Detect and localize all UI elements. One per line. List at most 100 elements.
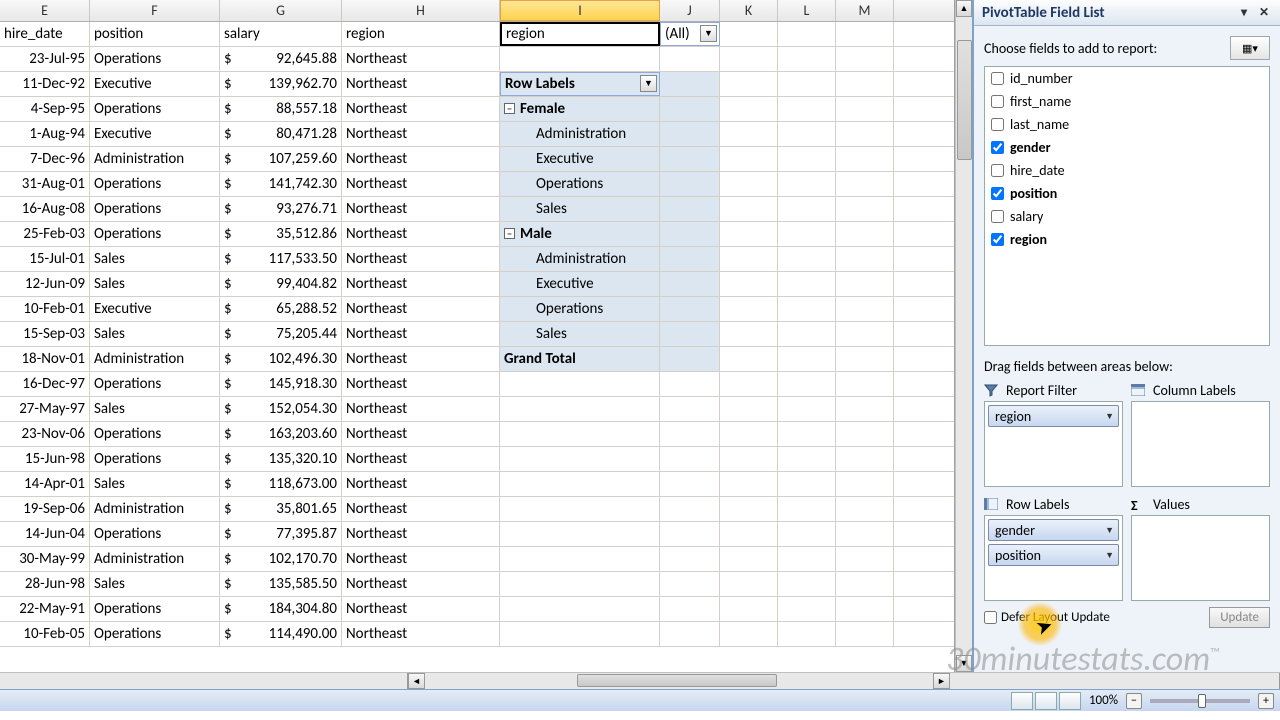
cell[interactable] [836,172,894,196]
cell-hire-date[interactable]: 10-Feb-01 [0,297,90,321]
cell-region[interactable]: Northeast [342,397,500,421]
cell[interactable] [660,272,720,296]
cell-salary[interactable]: $145,918.30 [220,372,342,396]
cell-hire-date[interactable]: 22-May-91 [0,597,90,621]
cell[interactable] [720,622,778,646]
cell-hire-date[interactable]: 15-Sep-03 [0,322,90,346]
cell[interactable] [720,47,778,71]
cell-region[interactable]: Northeast [342,122,500,146]
cell[interactable] [720,547,778,571]
cell[interactable] [660,297,720,321]
cell[interactable] [778,22,836,46]
cell-position[interactable]: Operations [90,222,220,246]
field-checkbox-salary[interactable] [991,210,1004,223]
cell-region[interactable]: Northeast [342,447,500,471]
cell[interactable] [720,97,778,121]
cell[interactable] [778,522,836,546]
pivot-item[interactable]: Administration [500,122,660,146]
cell-position[interactable]: Executive [90,72,220,96]
pivot-group-female[interactable]: −Female [500,97,660,121]
cell-region[interactable]: Northeast [342,622,500,646]
cell[interactable] [778,597,836,621]
cell-position[interactable]: Sales [90,572,220,596]
close-icon[interactable]: ✕ [1256,5,1272,21]
cell[interactable] [778,422,836,446]
cell-region[interactable]: Northeast [342,597,500,621]
cell[interactable] [720,347,778,371]
area-chip-region[interactable]: region▼ [988,405,1119,427]
cell-position[interactable]: Administration [90,147,220,171]
cell[interactable] [660,247,720,271]
cell[interactable] [836,597,894,621]
cell-salary[interactable]: $114,490.00 [220,622,342,646]
cell-salary[interactable]: $141,742.30 [220,172,342,196]
cell-region[interactable]: Northeast [342,297,500,321]
col-header-I[interactable]: I [500,0,660,21]
cell[interactable] [778,372,836,396]
cell[interactable] [836,547,894,571]
cell-region[interactable]: Northeast [342,497,500,521]
cell[interactable] [660,422,720,446]
cell[interactable] [720,297,778,321]
cell[interactable] [660,322,720,346]
cell-hire-date[interactable]: 16-Dec-97 [0,372,90,396]
cell-salary[interactable]: $107,259.60 [220,147,342,171]
scroll-up-button[interactable]: ▲ [956,0,972,17]
cell[interactable] [720,172,778,196]
cell-position[interactable]: Operations [90,422,220,446]
cell[interactable] [778,622,836,646]
cell-region[interactable]: Northeast [342,572,500,596]
cell[interactable] [836,72,894,96]
cell-hire-date[interactable]: 14-Apr-01 [0,472,90,496]
cell-salary[interactable]: $135,585.50 [220,572,342,596]
cell[interactable] [836,197,894,221]
vertical-scrollbar[interactable]: ▲ ▼ [955,0,972,672]
filter-dropdown-button[interactable]: ▼ [700,25,717,42]
pivot-filter-label[interactable]: region [500,22,660,46]
cell[interactable] [500,547,660,571]
field-checkbox-hire_date[interactable] [991,164,1004,177]
pivot-item[interactable]: Executive [500,272,660,296]
cell-position[interactable]: Administration [90,497,220,521]
cell[interactable] [660,147,720,171]
col-header-M[interactable]: M [836,0,894,21]
scroll-right-button[interactable]: ► [933,673,950,689]
field-checkbox-id_number[interactable] [991,72,1004,85]
cell-region[interactable]: Northeast [342,547,500,571]
collapse-icon[interactable]: − [504,103,515,114]
cell[interactable] [778,322,836,346]
cell-hire-date[interactable]: 23-Nov-06 [0,422,90,446]
cell-position[interactable]: Sales [90,247,220,271]
cell[interactable] [720,147,778,171]
scroll-thumb[interactable] [957,40,972,160]
chip-dropdown-icon[interactable]: ▼ [1105,550,1114,561]
cell-region[interactable]: Northeast [342,347,500,371]
cell-region[interactable]: Northeast [342,522,500,546]
cell[interactable] [836,347,894,371]
scroll-left-button[interactable]: ◄ [408,673,425,689]
cell[interactable] [836,47,894,71]
cell[interactable] [720,247,778,271]
cell-region[interactable]: Northeast [342,222,500,246]
cell-hire-date[interactable]: 16-Aug-08 [0,197,90,221]
cell[interactable] [778,172,836,196]
cell[interactable] [778,497,836,521]
page-layout-view-button[interactable] [1035,692,1057,710]
report-filter-area[interactable]: region▼ [984,401,1123,487]
col-header-J[interactable]: J [660,0,720,21]
cell[interactable] [500,397,660,421]
cell-hire-date[interactable]: 1-Aug-94 [0,122,90,146]
cell[interactable] [660,122,720,146]
cell[interactable] [836,447,894,471]
cell[interactable] [660,622,720,646]
cell[interactable] [500,447,660,471]
cell[interactable] [720,372,778,396]
pivot-item[interactable]: Operations [500,297,660,321]
cell[interactable] [660,347,720,371]
cell[interactable] [720,572,778,596]
cell-salary[interactable]: $35,512.86 [220,222,342,246]
cell-position[interactable]: Operations [90,47,220,71]
field-last_name[interactable]: last_name [985,113,1269,136]
cell[interactable] [778,397,836,421]
col-header-K[interactable]: K [720,0,778,21]
